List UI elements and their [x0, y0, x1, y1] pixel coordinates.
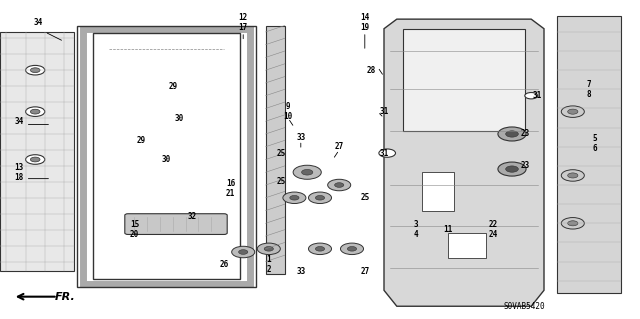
Circle shape: [525, 93, 538, 99]
Circle shape: [301, 169, 313, 175]
Circle shape: [293, 165, 321, 179]
Circle shape: [26, 155, 45, 164]
Circle shape: [290, 196, 299, 200]
Text: 22
24: 22 24: [488, 220, 497, 239]
Text: 9
10: 9 10: [284, 102, 292, 121]
Text: 30: 30: [162, 155, 171, 164]
Circle shape: [506, 131, 518, 137]
Polygon shape: [557, 16, 621, 293]
Text: 7
8: 7 8: [586, 80, 591, 99]
Text: 29: 29: [136, 136, 145, 145]
Polygon shape: [384, 19, 544, 306]
Text: S0VAB5420: S0VAB5420: [504, 302, 546, 311]
Text: 30: 30: [175, 114, 184, 122]
Text: 34: 34: [34, 18, 43, 27]
Text: 14
19: 14 19: [360, 13, 369, 32]
Text: 31: 31: [533, 91, 542, 100]
Circle shape: [31, 109, 40, 114]
Circle shape: [26, 65, 45, 75]
Polygon shape: [266, 26, 285, 274]
Circle shape: [308, 243, 332, 255]
Text: 33: 33: [296, 133, 305, 142]
Text: 33: 33: [296, 267, 305, 276]
Circle shape: [335, 183, 344, 187]
Text: 11: 11: [444, 225, 452, 234]
Circle shape: [264, 247, 273, 251]
Circle shape: [506, 166, 518, 172]
Circle shape: [316, 247, 324, 251]
Circle shape: [379, 149, 396, 157]
Circle shape: [283, 192, 306, 204]
Circle shape: [561, 170, 584, 181]
Text: 25: 25: [277, 177, 286, 186]
Bar: [403, 29, 525, 131]
Text: 23: 23: [520, 130, 529, 138]
Circle shape: [31, 68, 40, 73]
Circle shape: [498, 162, 526, 176]
Text: 13
18: 13 18: [15, 163, 24, 182]
Text: 26: 26: [220, 260, 228, 269]
Circle shape: [561, 106, 584, 117]
Circle shape: [26, 107, 45, 116]
Circle shape: [232, 246, 255, 258]
Circle shape: [257, 243, 280, 255]
Text: 25: 25: [360, 193, 369, 202]
Circle shape: [316, 196, 324, 200]
Text: 29: 29: [168, 82, 177, 91]
Text: 32: 32: [188, 212, 196, 221]
Text: 28: 28: [367, 66, 376, 75]
Text: 23: 23: [520, 161, 529, 170]
Circle shape: [561, 218, 584, 229]
Text: FR.: FR.: [54, 292, 75, 302]
Text: 1
2: 1 2: [266, 255, 271, 274]
Circle shape: [348, 247, 356, 251]
Bar: [0, 32, 74, 271]
Text: 31: 31: [380, 149, 388, 158]
Text: 16
21: 16 21: [226, 179, 235, 198]
Text: 3
4: 3 4: [413, 220, 419, 239]
Circle shape: [568, 221, 578, 226]
Text: 31: 31: [380, 107, 388, 116]
Text: 34: 34: [15, 117, 24, 126]
Circle shape: [340, 243, 364, 255]
Text: 15
20: 15 20: [130, 220, 139, 239]
Circle shape: [568, 173, 578, 178]
Text: 25: 25: [277, 149, 286, 158]
Text: 12
17: 12 17: [239, 13, 248, 32]
Text: 27: 27: [335, 142, 344, 151]
Circle shape: [498, 127, 526, 141]
FancyBboxPatch shape: [125, 214, 227, 234]
Bar: [448, 233, 486, 258]
Text: 5
6: 5 6: [593, 134, 598, 153]
Bar: [422, 172, 454, 211]
Circle shape: [328, 179, 351, 191]
Circle shape: [568, 109, 578, 114]
Circle shape: [308, 192, 332, 204]
Circle shape: [31, 157, 40, 162]
Text: 27: 27: [360, 267, 369, 276]
Circle shape: [239, 250, 248, 254]
